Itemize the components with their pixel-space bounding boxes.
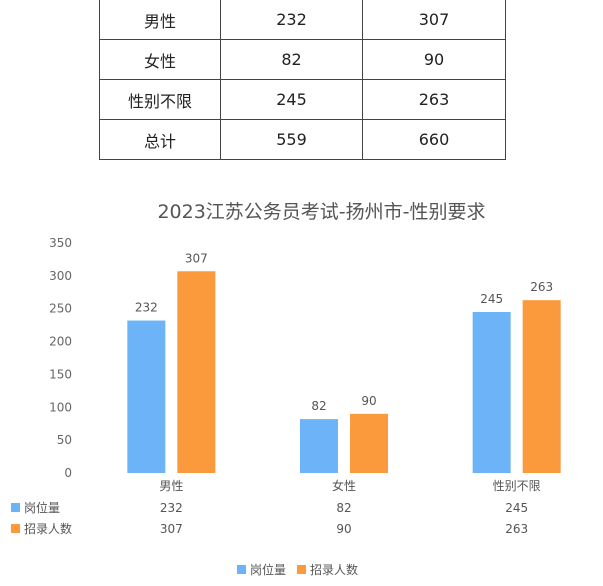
row-label-cell: 男性 — [99, 0, 221, 40]
table-row: 性别不限 245 263 — [99, 79, 506, 120]
value-cell: 263 — [362, 79, 506, 120]
y-tick-label: 100 — [49, 400, 72, 414]
bar-positions — [127, 320, 166, 473]
data-table-value: 245 — [505, 501, 528, 515]
value-cell: 559 — [220, 119, 363, 160]
data-table-value: 82 — [336, 501, 351, 515]
data-table-series-label: 招录人数 — [24, 521, 72, 536]
bar-positions — [472, 312, 511, 473]
bar-value-label: 245 — [480, 292, 503, 306]
data-table-value: 263 — [505, 522, 528, 536]
y-tick-label: 300 — [49, 269, 72, 283]
bar-recruits — [522, 300, 561, 473]
row-label-cell: 总计 — [99, 119, 221, 160]
y-tick-label: 200 — [49, 335, 72, 349]
row-label-cell: 女性 — [99, 39, 221, 80]
bar-value-label: 307 — [185, 251, 208, 265]
legend-label: 岗位量 — [250, 562, 286, 577]
bar-value-label: 82 — [311, 399, 326, 413]
legend-swatch — [297, 565, 306, 574]
value-cell: 307 — [362, 0, 506, 40]
table-row: 总计 559 660 — [99, 119, 506, 160]
bar-positions — [300, 419, 338, 473]
data-table-value: 90 — [336, 522, 351, 536]
stats-table: 男性 232 307 女性 82 90 性别不限 245 263 总计 559 660 — [99, 0, 506, 160]
row-label-cell: 性别不限 — [99, 79, 221, 120]
bar-recruits — [177, 271, 216, 473]
y-tick-label: 250 — [49, 302, 72, 316]
table-row: 女性 82 90 — [99, 39, 506, 80]
bar-value-label: 263 — [530, 280, 553, 294]
value-cell: 82 — [220, 39, 363, 80]
legend-label: 招录人数 — [310, 562, 358, 577]
y-tick-label: 0 — [64, 466, 72, 480]
value-cell: 90 — [362, 39, 506, 80]
data-table-legend-key — [11, 524, 20, 533]
y-tick-label: 50 — [57, 433, 72, 447]
value-cell: 232 — [220, 0, 363, 40]
table-row: 男性 232 307 — [99, 0, 506, 40]
x-category-label: 男性 — [159, 479, 183, 493]
x-category-label: 女性 — [332, 478, 356, 493]
value-cell: 660 — [362, 119, 506, 160]
data-table-value: 307 — [160, 522, 183, 536]
y-tick-label: 150 — [49, 367, 72, 381]
value-cell: 245 — [220, 79, 363, 120]
bar-value-label: 90 — [361, 394, 376, 408]
data-table-legend-key — [11, 503, 20, 512]
data-table-value: 232 — [160, 501, 183, 515]
bar-value-label: 232 — [135, 301, 158, 315]
y-tick-label: 350 — [49, 236, 72, 250]
chart-title: 2023江苏公务员考试-扬州市-性别要求 — [157, 201, 486, 223]
bar-chart: 0 50 100 150 200 250 300 350 232 307 男性 82 90 女性 245 26… — [11, 236, 561, 577]
x-category-label: 性别不限 — [493, 479, 541, 493]
data-table-series-label: 岗位量 — [24, 500, 60, 515]
bar-recruits — [350, 413, 388, 473]
legend-swatch — [237, 565, 246, 574]
